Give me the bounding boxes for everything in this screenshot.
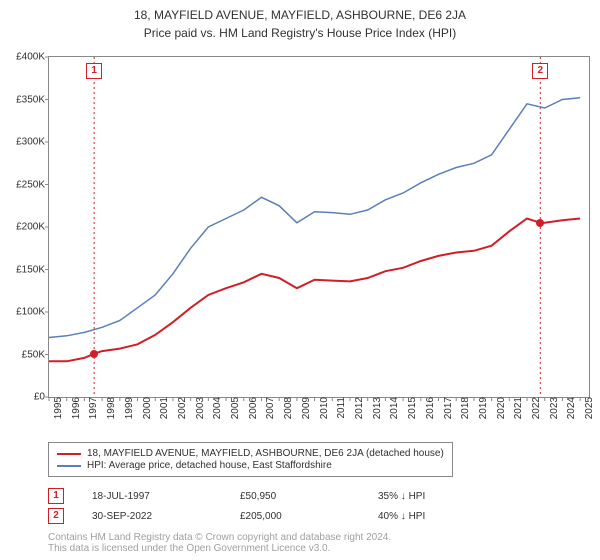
x-tick-label: 2024 <box>562 397 577 419</box>
chart-container: 18, MAYFIELD AVENUE, MAYFIELD, ASHBOURNE… <box>0 0 600 560</box>
x-tick-label: 2023 <box>545 397 560 419</box>
legend-swatch <box>57 465 81 467</box>
x-tick-label: 2020 <box>492 397 507 419</box>
sales-row-price: £205,000 <box>240 511 350 522</box>
x-tick-label: 2019 <box>474 397 489 419</box>
x-tick-label: 2006 <box>244 397 259 419</box>
x-tick-label: 2002 <box>173 397 188 419</box>
plot-svg <box>49 57 589 397</box>
legend: 18, MAYFIELD AVENUE, MAYFIELD, ASHBOURNE… <box>48 442 453 477</box>
x-tick-label: 2001 <box>155 397 170 419</box>
y-tick-label: £100K <box>16 307 49 318</box>
series-property <box>49 219 580 362</box>
x-tick-label: 1995 <box>49 397 64 419</box>
chart-title-line2: Price paid vs. HM Land Registry's House … <box>0 26 600 40</box>
y-tick-label: £350K <box>16 94 49 105</box>
x-tick-label: 2012 <box>350 397 365 419</box>
legend-item: HPI: Average price, detached house, East… <box>57 460 444 471</box>
x-tick-label: 2025 <box>580 397 595 419</box>
x-tick-label: 2004 <box>208 397 223 419</box>
sales-row-delta: 40% ↓ HPI <box>378 511 498 522</box>
sale-marker-box: 2 <box>532 63 548 79</box>
x-tick-label: 2003 <box>191 397 206 419</box>
x-tick-label: 2017 <box>439 397 454 419</box>
x-tick-label: 2009 <box>297 397 312 419</box>
sales-row-id-box: 1 <box>48 488 64 504</box>
x-tick-label: 2014 <box>385 397 400 419</box>
x-tick-label: 1997 <box>84 397 99 419</box>
legend-item: 18, MAYFIELD AVENUE, MAYFIELD, ASHBOURNE… <box>57 448 444 459</box>
x-tick-label: 2000 <box>138 397 153 419</box>
legend-label: 18, MAYFIELD AVENUE, MAYFIELD, ASHBOURNE… <box>87 448 444 459</box>
sales-row-delta: 35% ↓ HPI <box>378 491 498 502</box>
x-tick-label: 2013 <box>368 397 383 419</box>
sales-row: 1 18-JUL-1997 £50,950 35% ↓ HPI <box>48 488 498 504</box>
y-tick-label: £0 <box>34 392 49 403</box>
plot-area: £0£50K£100K£150K£200K£250K£300K£350K£400… <box>48 56 590 398</box>
footnote: Contains HM Land Registry data © Crown c… <box>48 532 391 554</box>
x-tick-label: 1998 <box>102 397 117 419</box>
footnote-line1: Contains HM Land Registry data © Crown c… <box>48 532 391 543</box>
sales-row-price: £50,950 <box>240 491 350 502</box>
x-tick-label: 2018 <box>456 397 471 419</box>
sale-marker-box: 1 <box>86 63 102 79</box>
y-tick-label: £400K <box>16 52 49 63</box>
y-tick-label: £200K <box>16 222 49 233</box>
x-tick-label: 2022 <box>527 397 542 419</box>
y-tick-label: £150K <box>16 264 49 275</box>
x-tick-label: 1999 <box>120 397 135 419</box>
y-tick-label: £300K <box>16 137 49 148</box>
sales-row: 2 30-SEP-2022 £205,000 40% ↓ HPI <box>48 508 498 524</box>
x-tick-label: 2016 <box>421 397 436 419</box>
y-tick-label: £50K <box>22 349 49 360</box>
sales-table: 1 18-JUL-1997 £50,950 35% ↓ HPI 2 30-SEP-2022… <box>48 484 498 528</box>
x-tick-label: 2007 <box>261 397 276 419</box>
chart-title-line1: 18, MAYFIELD AVENUE, MAYFIELD, ASHBOURNE… <box>0 8 600 22</box>
x-tick-label: 2010 <box>315 397 330 419</box>
y-tick-label: £250K <box>16 179 49 190</box>
sale-marker-dot <box>536 219 544 227</box>
sales-row-id-box: 2 <box>48 508 64 524</box>
footnote-line2: This data is licensed under the Open Gov… <box>48 543 391 554</box>
legend-label: HPI: Average price, detached house, East… <box>87 460 332 471</box>
legend-swatch <box>57 453 81 455</box>
sale-marker-dot <box>90 350 98 358</box>
sales-row-date: 18-JUL-1997 <box>92 491 212 502</box>
series-hpi <box>49 98 580 338</box>
x-tick-label: 2008 <box>279 397 294 419</box>
x-tick-label: 2021 <box>509 397 524 419</box>
x-tick-label: 2015 <box>403 397 418 419</box>
x-tick-label: 1996 <box>67 397 82 419</box>
x-tick-label: 2011 <box>332 397 347 419</box>
x-tick-label: 2005 <box>226 397 241 419</box>
sales-row-date: 30-SEP-2022 <box>92 511 212 522</box>
